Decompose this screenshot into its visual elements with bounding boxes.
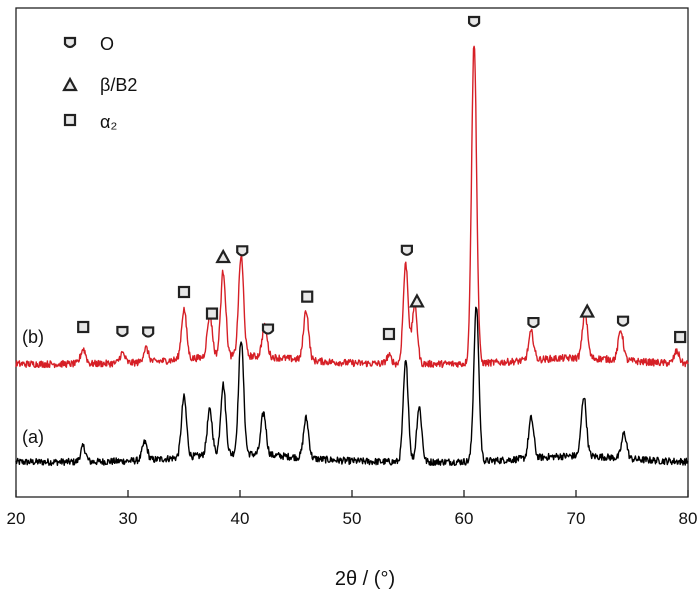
phase-marker bbox=[236, 245, 249, 257]
series-line-a bbox=[15, 306, 689, 467]
phase-marker bbox=[527, 316, 540, 329]
x-tick-label: 70 bbox=[567, 509, 586, 528]
x-tick-label: 30 bbox=[119, 509, 138, 528]
x-tick-label: 50 bbox=[343, 509, 362, 528]
phase-marker bbox=[215, 248, 232, 264]
phase-marker bbox=[177, 285, 191, 299]
phase-marker-layer bbox=[77, 15, 687, 344]
x-axis-title: 2θ / (°) bbox=[335, 568, 395, 590]
series-label-a: (a) bbox=[22, 427, 44, 447]
phase-marker bbox=[674, 330, 687, 344]
phase-marker bbox=[400, 244, 413, 256]
phase-marker bbox=[467, 15, 481, 28]
x-tick-label: 40 bbox=[231, 509, 250, 528]
phase-marker bbox=[382, 327, 396, 341]
phase-marker bbox=[205, 307, 219, 320]
legend: O β/B2 α₂ bbox=[62, 34, 137, 132]
phase-marker bbox=[261, 323, 275, 335]
legend-symbols bbox=[62, 36, 78, 127]
x-tick-label: 20 bbox=[7, 509, 26, 528]
x-tick-label: 60 bbox=[455, 509, 474, 528]
square-icon bbox=[63, 113, 77, 127]
series-line-b bbox=[15, 45, 689, 369]
phase-marker bbox=[77, 320, 90, 334]
x-axis-ticks: 20 30 40 50 60 70 80 bbox=[7, 490, 698, 528]
phase-marker bbox=[142, 326, 155, 338]
phase-marker bbox=[409, 293, 425, 308]
legend-label-o: O bbox=[100, 34, 114, 54]
legend-label-beta-b2: β/B2 bbox=[100, 75, 137, 95]
series-layer bbox=[15, 45, 689, 467]
x-tick-label: 80 bbox=[679, 509, 698, 528]
phase-marker bbox=[116, 325, 129, 338]
series-label-b: (b) bbox=[22, 327, 44, 347]
legend-label-alpha2: α₂ bbox=[100, 112, 117, 132]
phase-marker bbox=[579, 303, 596, 318]
O-phase-icon bbox=[63, 36, 77, 49]
phase-marker bbox=[616, 315, 630, 327]
triangle-icon bbox=[62, 76, 78, 92]
phase-marker bbox=[301, 290, 314, 303]
